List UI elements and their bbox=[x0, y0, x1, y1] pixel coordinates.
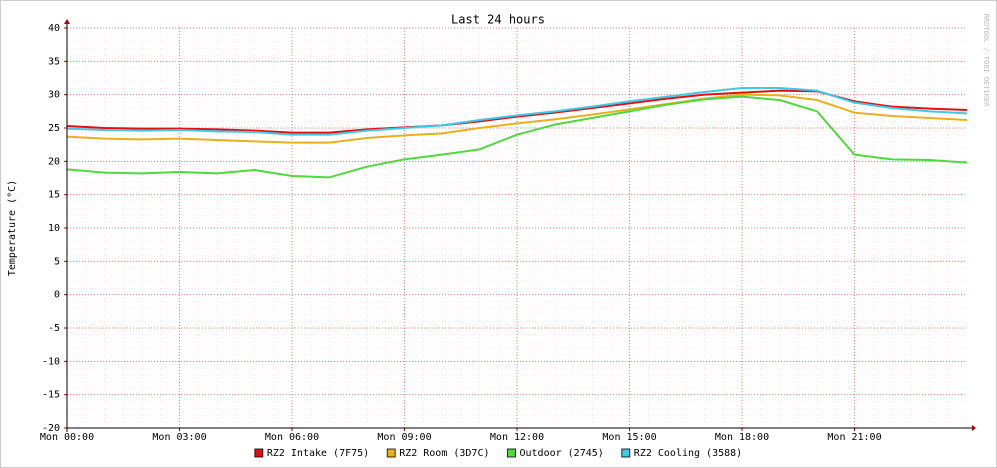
x-tick-label: Mon 21:00 bbox=[827, 432, 881, 443]
y-tick-label: 10 bbox=[48, 223, 60, 234]
legend-label: RZ2 Cooling (3588) bbox=[634, 448, 742, 459]
legend-item: RZ2 Intake (7F75) bbox=[254, 448, 369, 459]
y-arrow bbox=[64, 19, 70, 24]
y-tick-label: 35 bbox=[48, 56, 60, 67]
x-tick-label: Mon 15:00 bbox=[602, 432, 656, 443]
y-tick-label: 5 bbox=[54, 256, 60, 267]
legend: RZ2 Intake (7F75) RZ2 Room (3D7C) Outdoor … bbox=[254, 448, 742, 459]
plot bbox=[66, 87, 968, 179]
x-tick-label: Mon 18:00 bbox=[715, 432, 769, 443]
series-line bbox=[66, 95, 968, 179]
legend-label: RZ2 Intake (7F75) bbox=[267, 448, 369, 459]
x-tick-label: Mon 03:00 bbox=[152, 432, 206, 443]
legend-label: RZ2 Room (3D7C) bbox=[399, 448, 489, 459]
x-arrow bbox=[972, 425, 976, 431]
series-line bbox=[66, 87, 968, 136]
series-line bbox=[66, 93, 968, 144]
y-tick-label: 40 bbox=[48, 23, 60, 34]
legend-item: Outdoor (2745) bbox=[507, 448, 604, 459]
legend-swatch bbox=[386, 448, 396, 458]
y-tick-label: -20 bbox=[42, 423, 60, 434]
x-tick-label: Mon 12:00 bbox=[490, 432, 544, 443]
x-tick-label: Mon 00:00 bbox=[40, 432, 94, 443]
x-tick-label: Mon 06:00 bbox=[265, 432, 319, 443]
legend-label: Outdoor (2745) bbox=[520, 448, 604, 459]
y-tick-label: 20 bbox=[48, 156, 60, 167]
y-tick-label: -15 bbox=[42, 390, 60, 401]
legend-swatch bbox=[621, 448, 631, 458]
watermark: RRDTOOL / TOBI OETIKER bbox=[982, 14, 990, 108]
y-tick-label: 15 bbox=[48, 190, 60, 201]
y-tick-label: -10 bbox=[42, 356, 60, 367]
legend-swatch bbox=[507, 448, 516, 458]
legend-item: RZ2 Room (3D7C) bbox=[386, 448, 490, 459]
chart-title: Last 24 hours bbox=[451, 13, 545, 27]
legend-item: RZ2 Cooling (3588) bbox=[621, 448, 742, 459]
y-tick-label: -5 bbox=[48, 323, 60, 334]
y-tick-label: 0 bbox=[54, 290, 60, 301]
legend-swatch bbox=[254, 448, 264, 458]
y-tick-label: 30 bbox=[48, 90, 60, 101]
x-tick-label: Mon 09:00 bbox=[377, 432, 431, 443]
axes bbox=[64, 19, 976, 432]
y-tick-label: 25 bbox=[48, 123, 60, 134]
y-axis-label: Temperature (°C) bbox=[7, 180, 18, 276]
